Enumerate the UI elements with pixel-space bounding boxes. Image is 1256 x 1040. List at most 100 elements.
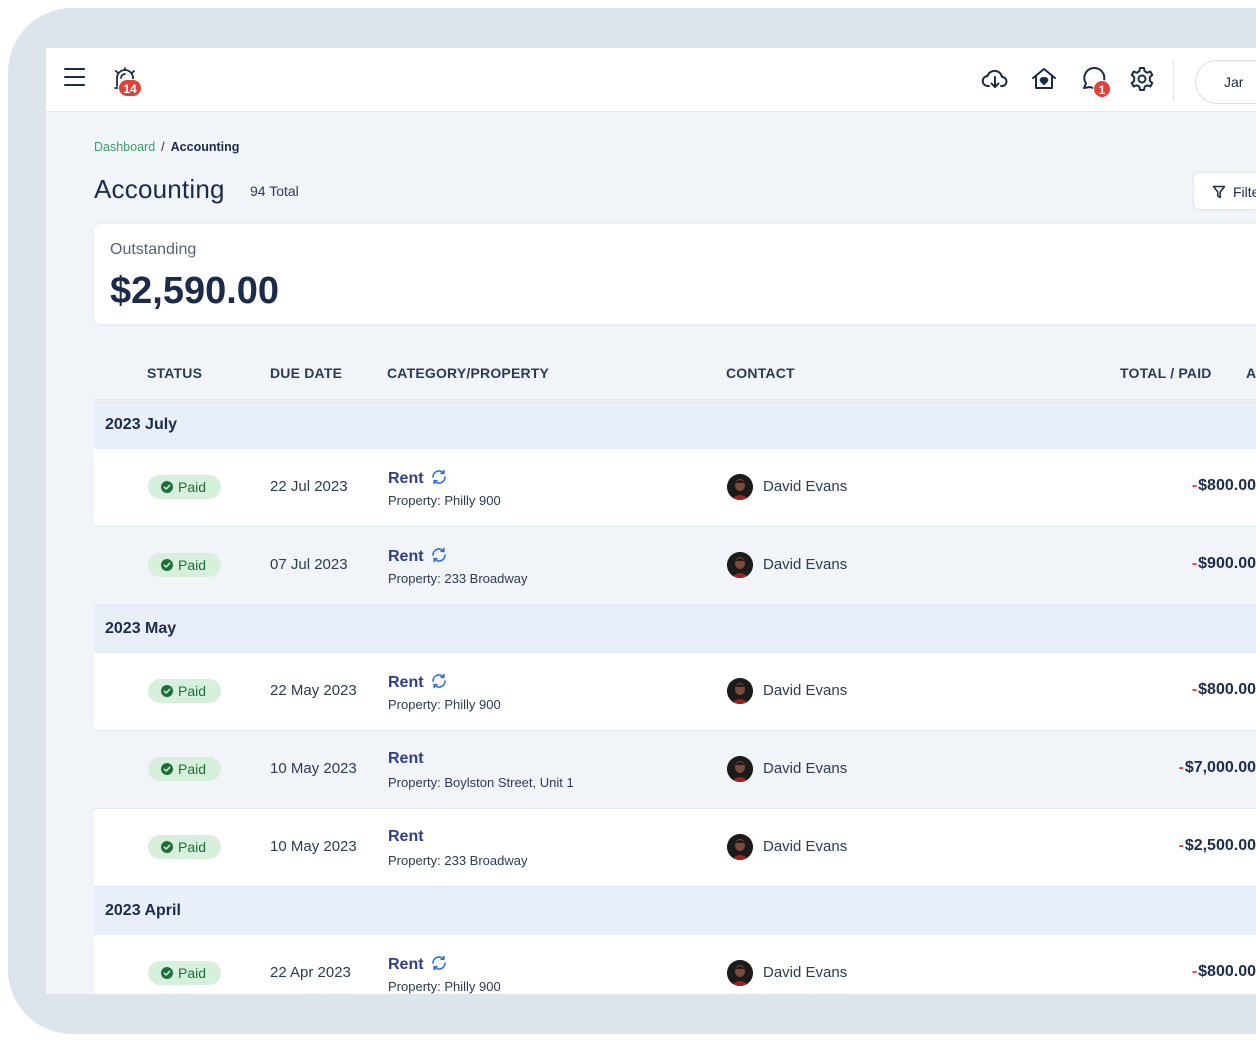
property-label: Property: Philly 900 [388, 697, 501, 712]
group-label: 2023 July [105, 416, 178, 433]
column-header-category[interactable]: CATEGORY/PROPERTY [387, 365, 550, 381]
breadcrumb-separator: / [161, 140, 165, 154]
total-amount: -$800.00 [1192, 963, 1256, 981]
amount-value: $900.00 [1198, 555, 1256, 572]
table-row[interactable]: Paid 10 May 2023 Rent Property: 233 Broadwa… [94, 809, 1256, 887]
outstanding-label: Outstanding [110, 241, 197, 258]
contact-name[interactable]: David Evans [763, 760, 848, 777]
table-row[interactable]: Paid 22 Jul 2023 Rent Property: Philly 900 D… [94, 449, 1256, 527]
recurring-sync-icon [431, 547, 446, 563]
avatar [727, 834, 753, 860]
property-label: Property: Boylston Street, Unit 1 [388, 775, 574, 790]
status-label: Paid [178, 965, 207, 981]
amount-sign: - [1191, 477, 1198, 494]
app-screen: 14 1 Jar [46, 48, 1256, 994]
due-date: 10 May 2023 [270, 838, 357, 855]
filter-label: Filte [1233, 184, 1256, 200]
group-label: 2023 May [105, 620, 177, 637]
category-link[interactable]: Rent [388, 546, 448, 566]
property-label: Property: Philly 900 [388, 493, 501, 508]
status-label: Paid [178, 557, 207, 573]
category-label: Rent [388, 548, 424, 565]
check-circle-icon [161, 763, 173, 775]
group-header-row: 2023 May [94, 605, 1256, 653]
alarm-icon[interactable]: 14 [112, 66, 142, 97]
contact-name[interactable]: David Evans [763, 682, 848, 699]
property-label: Property: 233 Broadway [388, 571, 528, 586]
check-circle-icon [161, 559, 173, 571]
total-amount: -$800.00 [1192, 477, 1256, 495]
avatar [727, 756, 753, 782]
column-header-contact[interactable]: CONTACT [726, 365, 795, 381]
total-amount: -$800.00 [1192, 681, 1256, 699]
category-link[interactable]: Rent [388, 468, 448, 488]
status-label: Paid [178, 839, 207, 855]
check-circle-icon [161, 841, 173, 853]
hamburger-menu-icon[interactable] [64, 68, 86, 90]
contact-name[interactable]: David Evans [763, 556, 848, 573]
property-label: Property: Philly 900 [388, 979, 501, 994]
check-circle-icon [161, 967, 173, 979]
table-header: STATUS DUE DATE CATEGORY/PROPERTY CONTAC… [94, 348, 1256, 400]
total-count: 94 Total [250, 183, 299, 199]
status-badge: Paid [148, 553, 221, 577]
status-badge: Paid [148, 757, 221, 781]
amount-value: $2,500.00 [1184, 837, 1256, 854]
amount-sign: - [1178, 759, 1184, 776]
status-badge: Paid [148, 961, 221, 985]
topbar-divider [1173, 60, 1174, 102]
breadcrumb: Dashboard / Accounting [94, 140, 239, 154]
column-header-due-date[interactable]: DUE DATE [270, 365, 343, 381]
table-row[interactable]: Paid 07 Jul 2023 Rent Property: 233 Broadwa… [94, 527, 1256, 605]
user-menu-button[interactable]: Jar [1195, 60, 1256, 104]
table-row[interactable]: Paid 22 Apr 2023 Rent Property: Philly 900 D… [94, 935, 1256, 994]
status-badge: Paid [148, 475, 221, 499]
table-row[interactable]: Paid 22 May 2023 Rent Property: Philly 900 D… [94, 653, 1256, 731]
category-label: Rent [388, 750, 424, 767]
due-date: 22 Jul 2023 [270, 478, 348, 495]
category-link[interactable]: Rent [388, 672, 448, 692]
messages-count-badge: 1 [1093, 80, 1111, 98]
recurring-sync-icon [431, 955, 446, 971]
filter-button[interactable]: Filte [1193, 172, 1256, 210]
column-header-status[interactable]: STATUS [147, 365, 203, 381]
category-link[interactable]: Rent [388, 750, 424, 768]
cloud-download-icon[interactable] [981, 65, 1011, 95]
property-label: Property: 233 Broadway [388, 853, 528, 868]
amount-value: $800.00 [1198, 477, 1256, 494]
category-link[interactable]: Rent [388, 954, 448, 974]
table-row[interactable]: Paid 10 May 2023 Rent Property: Boylston St… [94, 731, 1256, 809]
column-header-total-paid[interactable]: TOTAL / PAID [1120, 365, 1212, 381]
check-circle-icon [161, 685, 173, 697]
outstanding-amount: $2,590.00 [110, 270, 280, 312]
status-label: Paid [178, 479, 207, 495]
category-label: Rent [388, 470, 424, 487]
home-heart-icon[interactable] [1030, 65, 1060, 95]
group-header-row: 2023 July [94, 401, 1256, 449]
group-label: 2023 April [105, 902, 181, 919]
check-circle-icon [161, 481, 173, 493]
contact-name[interactable]: David Evans [763, 838, 848, 855]
category-link[interactable]: Rent [388, 828, 424, 846]
contact-name[interactable]: David Evans [763, 964, 848, 981]
avatar [727, 474, 753, 500]
status-label: Paid [178, 761, 207, 777]
breadcrumb-dashboard-link[interactable]: Dashboard [94, 140, 156, 154]
chat-icon[interactable]: 1 [1080, 65, 1111, 98]
contact-name[interactable]: David Evans [763, 478, 848, 495]
amount-value: $7,000.00 [1184, 759, 1256, 776]
due-date: 22 Apr 2023 [270, 964, 351, 981]
amount-sign: - [1191, 555, 1198, 572]
due-date: 10 May 2023 [270, 760, 357, 777]
due-date: 07 Jul 2023 [270, 556, 348, 573]
category-label: Rent [388, 674, 424, 691]
due-date: 22 May 2023 [270, 682, 357, 699]
recurring-sync-icon [431, 469, 446, 485]
column-header-actions[interactable]: A [1246, 365, 1256, 381]
status-label: Paid [178, 683, 207, 699]
filter-icon [1212, 185, 1226, 199]
total-amount: -$2,500.00 [1178, 837, 1256, 855]
gear-icon[interactable] [1128, 65, 1158, 95]
amount-sign: - [1191, 963, 1198, 980]
group-header-row: 2023 April [94, 887, 1256, 935]
